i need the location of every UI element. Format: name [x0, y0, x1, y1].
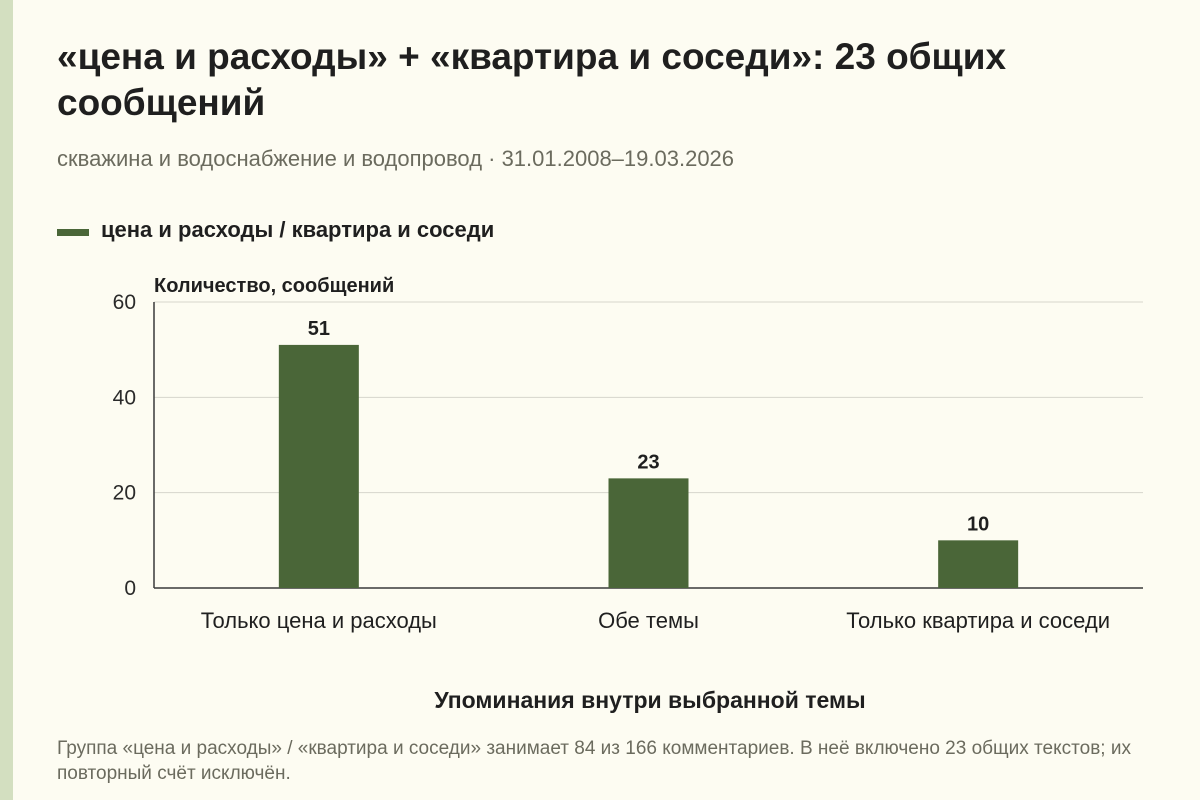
- x-axis-label: Упоминания внутри выбранной темы: [434, 687, 865, 713]
- data-label: 10: [967, 513, 989, 535]
- x-tick-label: Только квартира и соседи: [846, 608, 1110, 633]
- y-tick-label: 0: [124, 577, 136, 600]
- y-tick-label: 20: [113, 482, 136, 505]
- y-axis-label: Количество, сообщений: [154, 275, 394, 297]
- chart-subtitle: скважина и водоснабжение и водопровод · …: [57, 146, 735, 171]
- legend-swatch: [57, 228, 89, 236]
- chart-title: «цена и расходы» + «квартира и соседи»: …: [57, 36, 1007, 123]
- footnote: Группа «цена и расходы» / «квартира и со…: [57, 738, 1131, 784]
- data-label: 51: [308, 318, 330, 340]
- y-tick-label: 40: [113, 386, 136, 409]
- legend-label: цена и расходы / квартира и соседи: [101, 217, 495, 242]
- accent-strip: [0, 0, 13, 800]
- bars: 51 Только цена и расходы 23 Обе темы 10 Тольк…: [201, 318, 1110, 633]
- x-tick-label: Обе темы: [598, 608, 699, 633]
- bar: [608, 478, 689, 588]
- bar: [938, 540, 1019, 588]
- x-tick-label: Только цена и расходы: [201, 608, 437, 633]
- y-tick-label: 60: [113, 291, 136, 314]
- legend: цена и расходы / квартира и соседи: [57, 217, 494, 243]
- data-label: 23: [637, 451, 659, 473]
- bar: [278, 344, 359, 588]
